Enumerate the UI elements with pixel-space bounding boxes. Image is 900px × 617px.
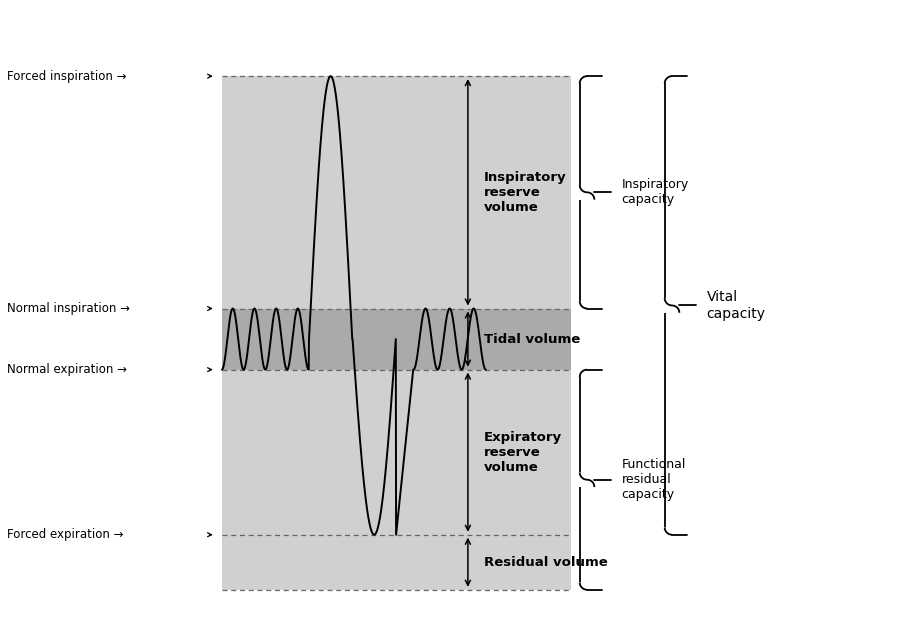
Text: Normal inspiration →: Normal inspiration → (7, 302, 130, 315)
Text: Residual volume: Residual volume (484, 556, 608, 569)
Text: Forced inspiration →: Forced inspiration → (7, 70, 127, 83)
Text: Normal expiration →: Normal expiration → (7, 363, 127, 376)
Text: Inspiratory
capacity: Inspiratory capacity (622, 178, 689, 206)
Bar (222, 76, 571, 590)
Text: Tidal volume: Tidal volume (484, 333, 580, 346)
Text: Inspiratory
reserve
volume: Inspiratory reserve volume (484, 171, 567, 214)
Text: Vital
capacity: Vital capacity (706, 291, 766, 321)
Text: Functional
residual
capacity: Functional residual capacity (622, 458, 686, 501)
Bar (222, 308, 571, 370)
Text: Forced expiration →: Forced expiration → (7, 528, 124, 541)
Text: Expiratory
reserve
volume: Expiratory reserve volume (484, 431, 562, 474)
